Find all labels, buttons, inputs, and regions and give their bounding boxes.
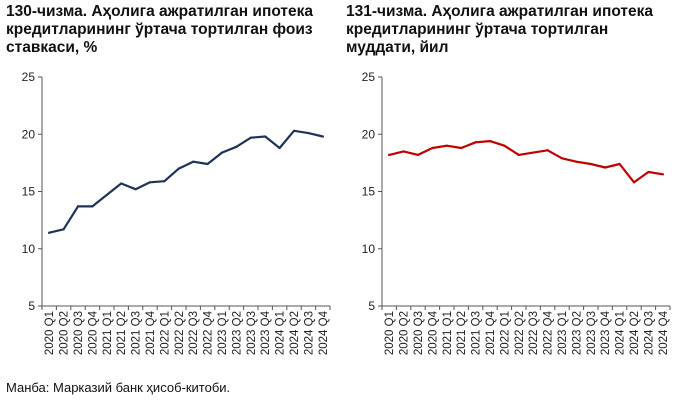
data-point	[220, 151, 224, 154]
data-point	[249, 136, 252, 139]
data-point	[105, 193, 108, 197]
data-point	[546, 149, 549, 152]
x-tick-label: 2021 Q3	[131, 311, 143, 355]
x-tick-label: 2020 Q2	[399, 311, 411, 355]
y-tick-label: 5	[28, 299, 35, 313]
x-tick-label: 2021 Q2	[116, 311, 128, 355]
chart-panel-131: 131-чизма. Аҳолига ажратилган ипотека кр…	[340, 0, 680, 370]
y-tick-label: 20	[22, 127, 36, 141]
series-line	[48, 129, 324, 234]
data-point	[460, 146, 463, 150]
x-tick-label: 2023 Q2	[231, 311, 243, 355]
x-tick-label: 2022 Q4	[203, 310, 215, 355]
data-point	[517, 153, 520, 156]
data-point	[618, 162, 621, 166]
x-tick-label: 2024 Q2	[289, 311, 301, 355]
x-tick-label: 2020 Q1	[384, 311, 396, 355]
data-point	[431, 146, 434, 150]
data-point	[589, 162, 592, 166]
x-tick-label: 2024 Q4	[658, 310, 670, 355]
x-tick-label: 2023 Q2	[571, 311, 583, 355]
data-point	[661, 173, 664, 176]
x-tick-label: 2022 Q3	[188, 311, 200, 355]
data-point	[292, 129, 296, 132]
x-tick-label: 2024 Q1	[275, 311, 287, 355]
x-tick-label: 2024 Q3	[303, 311, 315, 355]
x-tick-label: 2023 Q3	[246, 311, 258, 355]
x-tick-label: 2020 Q4	[427, 310, 439, 355]
x-tick-label: 2021 Q2	[456, 311, 468, 355]
source-note: Манба: Марказий банк ҳисоб-китоби.	[6, 380, 231, 395]
y-tick-label: 15	[22, 185, 36, 199]
data-point	[48, 231, 51, 234]
x-tick-label: 2023 Q4	[260, 310, 272, 355]
data-point	[632, 181, 636, 184]
data-point	[474, 141, 477, 144]
data-point	[163, 180, 166, 183]
x-tick-label: 2022 Q1	[159, 311, 171, 355]
chart-title: 130-чизма. Аҳолига ажратилган ипотека кр…	[6, 3, 313, 56]
data-point	[445, 144, 448, 147]
data-point	[647, 170, 650, 174]
data-point	[62, 228, 65, 231]
x-tick-label: 2024 Q1	[615, 311, 627, 355]
data-point	[120, 182, 123, 185]
data-point	[206, 162, 209, 166]
y-tick-label: 10	[22, 242, 36, 256]
x-tick-label: 2021 Q4	[145, 310, 157, 355]
x-tick-label: 2020 Q2	[59, 311, 71, 355]
data-point	[488, 140, 492, 143]
series-line	[388, 140, 664, 184]
x-tick-label: 2023 Q4	[600, 310, 612, 355]
chart-title: 131-чизма. Аҳолига ажратилган ипотека кр…	[346, 3, 653, 56]
data-point	[575, 160, 578, 163]
data-point	[402, 150, 405, 153]
x-tick-label: 2024 Q2	[629, 311, 641, 355]
y-tick-label: 10	[362, 242, 376, 256]
x-tick-label: 2024 Q4	[318, 310, 330, 355]
data-point	[532, 151, 535, 154]
x-tick-label: 2022 Q3	[528, 311, 540, 355]
x-tick-label: 2021 Q1	[442, 311, 454, 355]
x-tick-label: 2023 Q1	[557, 311, 569, 355]
data-point	[388, 153, 391, 156]
x-tick-label: 2020 Q4	[87, 310, 99, 355]
y-tick-label: 15	[362, 185, 376, 199]
x-tick-label: 2022 Q4	[543, 310, 555, 355]
x-tick-label: 2021 Q3	[471, 311, 483, 355]
data-point	[321, 135, 324, 138]
data-point	[192, 160, 195, 163]
data-point	[307, 132, 310, 135]
data-point	[278, 146, 281, 150]
x-tick-label: 2022 Q2	[174, 311, 186, 355]
x-tick-label: 2022 Q2	[514, 311, 526, 355]
data-point	[76, 205, 80, 208]
data-point	[560, 157, 564, 160]
data-point	[177, 167, 180, 170]
x-tick-label: 2020 Q3	[413, 311, 425, 355]
data-point	[416, 153, 420, 156]
data-point	[91, 205, 94, 208]
data-point	[134, 188, 137, 191]
y-tick-label: 25	[362, 70, 376, 84]
data-point	[503, 144, 506, 147]
data-point	[235, 145, 238, 148]
x-tick-label: 2023 Q3	[586, 311, 598, 355]
y-tick-label: 20	[362, 127, 376, 141]
x-tick-label: 2024 Q3	[643, 311, 655, 355]
x-tick-label: 2021 Q4	[485, 310, 497, 355]
y-tick-label: 25	[22, 70, 36, 84]
chart-panel-130: 130-чизма. Аҳолига ажратилган ипотека кр…	[0, 0, 340, 370]
y-tick-label: 5	[368, 299, 375, 313]
x-tick-label: 2022 Q1	[499, 311, 511, 355]
data-point	[264, 135, 267, 138]
x-tick-label: 2021 Q1	[102, 311, 114, 355]
x-tick-label: 2020 Q1	[44, 311, 56, 355]
data-point	[148, 181, 152, 184]
x-tick-label: 2023 Q1	[217, 311, 229, 355]
x-tick-label: 2020 Q3	[73, 311, 85, 355]
data-point	[604, 166, 607, 169]
